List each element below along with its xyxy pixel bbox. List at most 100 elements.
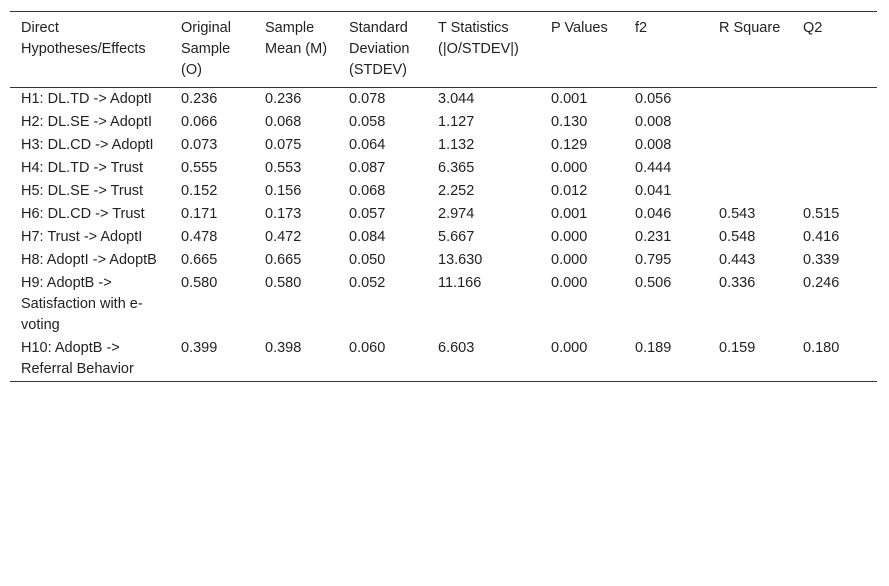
cell-original-sample: 0.399 — [181, 340, 218, 356]
cell-p-value: 0.001 — [551, 206, 588, 222]
cell-t-statistic: 3.044 — [438, 91, 475, 107]
cell-t-statistic: 2.974 — [438, 206, 475, 222]
cell-p-value: 0.000 — [551, 252, 588, 268]
cell-q2 — [792, 88, 877, 112]
cell-r-square: 0.548 — [719, 229, 756, 245]
header-hypotheses: Direct Hypotheses/Effects — [21, 20, 146, 57]
cell-standard-deviation: 0.057 — [349, 206, 386, 222]
cell-original-sample: 0.152 — [181, 183, 218, 199]
cell-hypothesis: H2: DL.SE -> AdoptI — [21, 114, 152, 130]
cell-t-statistic: 1.132 — [438, 137, 475, 153]
table-row: H8: AdoptI -> AdoptB 0.665 0.665 0.050 13.63… — [10, 249, 877, 272]
cell-original-sample: 0.665 — [181, 252, 218, 268]
cell-sample-mean: 0.398 — [265, 340, 302, 356]
cell-p-value: 0.000 — [551, 340, 588, 356]
cell-t-statistic: 13.630 — [438, 252, 483, 268]
cell-t-statistic: 5.667 — [438, 229, 475, 245]
cell-p-value: 0.012 — [551, 183, 588, 199]
header-r-square: R Square — [719, 20, 781, 36]
cell-f2: 0.056 — [635, 91, 672, 107]
cell-f2: 0.444 — [635, 160, 672, 176]
table-row: H5: DL.SE -> Trust 0.152 0.156 0.068 2.252 0.… — [10, 180, 877, 203]
table-row: H4: DL.TD -> Trust 0.555 0.553 0.087 6.365 0.… — [10, 157, 877, 180]
header-original-sample: Original Sample (O) — [181, 20, 231, 78]
table-row: H1: DL.TD -> AdoptI 0.236 0.236 0.078 3.044 0… — [10, 88, 877, 112]
cell-f2: 0.231 — [635, 229, 672, 245]
cell-f2: 0.506 — [635, 275, 672, 291]
header-standard-deviation: Standard Deviation (STDEV) — [349, 20, 410, 78]
cell-p-value: 0.130 — [551, 114, 588, 130]
cell-t-statistic: 2.252 — [438, 183, 475, 199]
cell-r-square: 0.336 — [719, 275, 756, 291]
cell-standard-deviation: 0.064 — [349, 137, 386, 153]
cell-p-value: 0.000 — [551, 229, 588, 245]
cell-hypothesis: H5: DL.SE -> Trust — [21, 183, 144, 199]
cell-q2: 0.246 — [803, 275, 840, 291]
cell-f2: 0.046 — [635, 206, 672, 222]
cell-t-statistic: 6.365 — [438, 160, 475, 176]
cell-f2: 0.189 — [635, 340, 672, 356]
cell-sample-mean: 0.236 — [265, 91, 302, 107]
cell-standard-deviation: 0.050 — [349, 252, 386, 268]
table-row: H7: Trust -> AdoptI 0.478 0.472 0.084 5.667 0… — [10, 226, 877, 249]
header-t-statistics: T Statistics (|O/STDEV|) — [438, 20, 519, 57]
cell-original-sample: 0.171 — [181, 206, 218, 222]
cell-f2: 0.008 — [635, 114, 672, 130]
cell-p-value: 0.129 — [551, 137, 588, 153]
cell-hypothesis: H4: DL.TD -> Trust — [21, 160, 144, 176]
cell-t-statistic: 1.127 — [438, 114, 475, 130]
table-header: Direct Hypotheses/Effects Original Sampl… — [10, 11, 877, 88]
cell-standard-deviation: 0.060 — [349, 340, 386, 356]
table-row: H10: AdoptB -> Referral Behavior 0.399 0.3… — [10, 337, 877, 382]
cell-standard-deviation: 0.087 — [349, 160, 386, 176]
cell-q2: 0.180 — [803, 340, 840, 356]
cell-q2 — [792, 180, 877, 203]
cell-f2: 0.795 — [635, 252, 672, 268]
table-row: H6: DL.CD -> Trust 0.171 0.173 0.057 2.974 0.… — [10, 203, 877, 226]
cell-standard-deviation: 0.068 — [349, 183, 386, 199]
cell-t-statistic: 6.603 — [438, 340, 475, 356]
cell-sample-mean: 0.173 — [265, 206, 302, 222]
cell-standard-deviation: 0.058 — [349, 114, 386, 130]
cell-q2: 0.416 — [803, 229, 840, 245]
cell-original-sample: 0.236 — [181, 91, 218, 107]
cell-r-square — [708, 111, 792, 134]
header-q2: Q2 — [803, 20, 823, 36]
cell-r-square: 0.543 — [719, 206, 756, 222]
cell-standard-deviation: 0.084 — [349, 229, 386, 245]
cell-sample-mean: 0.580 — [265, 275, 302, 291]
header-f2: f2 — [635, 20, 648, 36]
cell-sample-mean: 0.068 — [265, 114, 302, 130]
cell-original-sample: 0.580 — [181, 275, 218, 291]
cell-sample-mean: 0.156 — [265, 183, 302, 199]
cell-f2: 0.041 — [635, 183, 672, 199]
table-row: H3: DL.CD -> AdoptI 0.073 0.075 0.064 1.132 0… — [10, 134, 877, 157]
cell-q2 — [792, 134, 877, 157]
cell-hypothesis: H3: DL.CD -> AdoptI — [21, 137, 154, 153]
cell-hypothesis: H1: DL.TD -> AdoptI — [21, 91, 152, 107]
results-table-container: Direct Hypotheses/Effects Original Sampl… — [10, 11, 877, 382]
cell-hypothesis: H8: AdoptI -> AdoptB — [21, 252, 157, 268]
cell-r-square — [708, 88, 792, 112]
cell-p-value: 0.000 — [551, 160, 588, 176]
cell-r-square — [708, 180, 792, 203]
table-body: H1: DL.TD -> AdoptI 0.236 0.236 0.078 3.044 0… — [10, 88, 877, 382]
cell-f2: 0.008 — [635, 137, 672, 153]
hypotheses-results-table: Direct Hypotheses/Effects Original Sampl… — [10, 11, 877, 382]
cell-sample-mean: 0.553 — [265, 160, 302, 176]
cell-original-sample: 0.073 — [181, 137, 218, 153]
cell-original-sample: 0.066 — [181, 114, 218, 130]
cell-p-value: 0.001 — [551, 91, 588, 107]
cell-hypothesis: H6: DL.CD -> Trust — [21, 206, 145, 222]
cell-original-sample: 0.555 — [181, 160, 218, 176]
cell-r-square — [708, 134, 792, 157]
cell-hypothesis: H7: Trust -> AdoptI — [21, 229, 143, 245]
cell-standard-deviation: 0.052 — [349, 275, 386, 291]
cell-p-value: 0.000 — [551, 275, 588, 291]
cell-hypothesis: H10: AdoptB -> Referral Behavior — [21, 340, 134, 377]
cell-q2 — [792, 157, 877, 180]
cell-sample-mean: 0.075 — [265, 137, 302, 153]
cell-q2 — [792, 111, 877, 134]
table-row: H9: AdoptB -> Satisfaction with e-voting… — [10, 272, 877, 337]
cell-hypothesis: H9: AdoptB -> Satisfaction with e-voting — [21, 275, 143, 333]
